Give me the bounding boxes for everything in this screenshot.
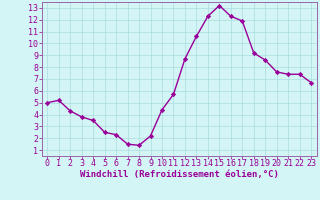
X-axis label: Windchill (Refroidissement éolien,°C): Windchill (Refroidissement éolien,°C)	[80, 170, 279, 179]
